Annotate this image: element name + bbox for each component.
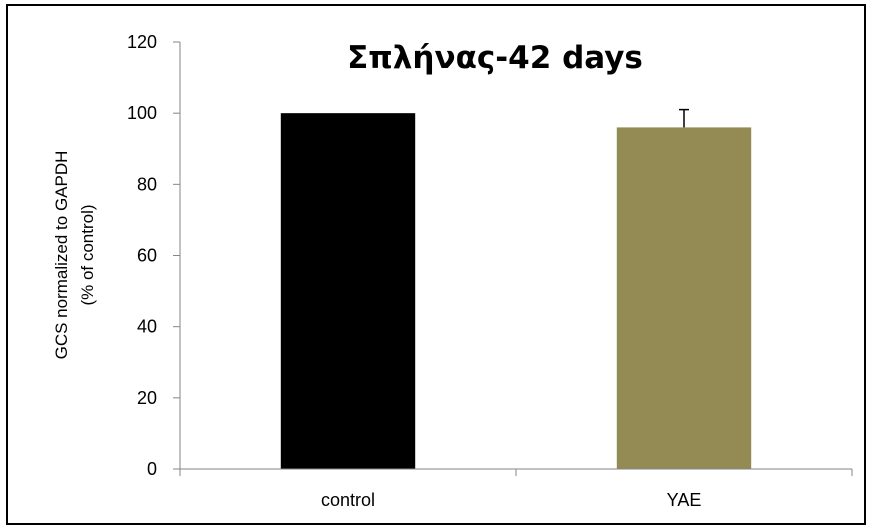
bar-yae [616,127,752,470]
y-tick-label-80: 80 [137,174,157,194]
y-tick-label-40: 40 [137,317,157,337]
y-tick-label-0: 0 [147,459,157,479]
bars-group [280,108,752,470]
y-tick-label-60: 60 [137,246,157,266]
y-axis-title: GCS normalized to GAPDH (% of control) [52,151,97,360]
bar-control [280,113,416,470]
x-tick-label-control: control [321,490,375,510]
y-tick-label-20: 20 [137,388,157,408]
x-tick-label-yae: YAE [667,490,702,510]
y-tick-label-100: 100 [127,103,157,123]
y-tick-label-120: 120 [127,32,157,52]
chart-title: Σπλήνας-42 days [347,40,643,76]
y-axis-title-line-1: GCS normalized to GAPDH [52,151,71,360]
axes-group: control YAE 0 20 40 60 80 100 120 [127,32,853,510]
y-axis-title-line-2: (% of control) [78,204,97,305]
